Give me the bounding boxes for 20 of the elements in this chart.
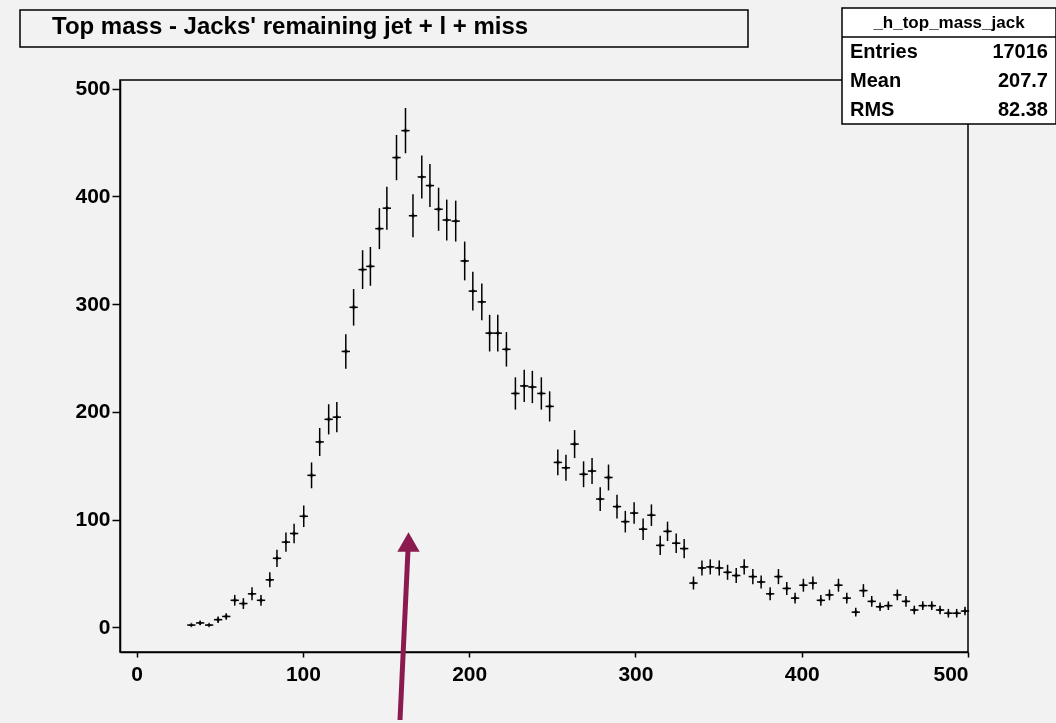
x-tick-label: 100 <box>285 661 321 685</box>
x-tick-label: 400 <box>784 661 820 685</box>
annotation: Mean <box>850 68 902 91</box>
y-tick-label: 100 <box>75 507 111 530</box>
text: 17016 <box>992 39 1048 62</box>
text: Entries <box>850 39 918 62</box>
y-tick-label: 300 <box>75 291 111 315</box>
annotation: RMS <box>850 97 895 120</box>
chart-title: Top mass - Jacks' remaining jet + l + miss <box>52 12 529 39</box>
x-tick-label: 200 <box>452 661 488 685</box>
text: 82.38 <box>997 97 1048 120</box>
y-tick-label: 0 <box>98 614 111 638</box>
y-tick-label: 500 <box>75 76 111 100</box>
x-tick-label: 0 <box>131 661 143 685</box>
x-tick-label: 300 <box>618 661 654 685</box>
y-tick-label: 400 <box>75 183 111 207</box>
text: _h_top_mass_jack <box>872 12 1026 32</box>
text: 207.7 <box>997 68 1048 91</box>
y-tick-label: 200 <box>75 399 111 423</box>
x-tick-label: 500 <box>933 661 969 685</box>
